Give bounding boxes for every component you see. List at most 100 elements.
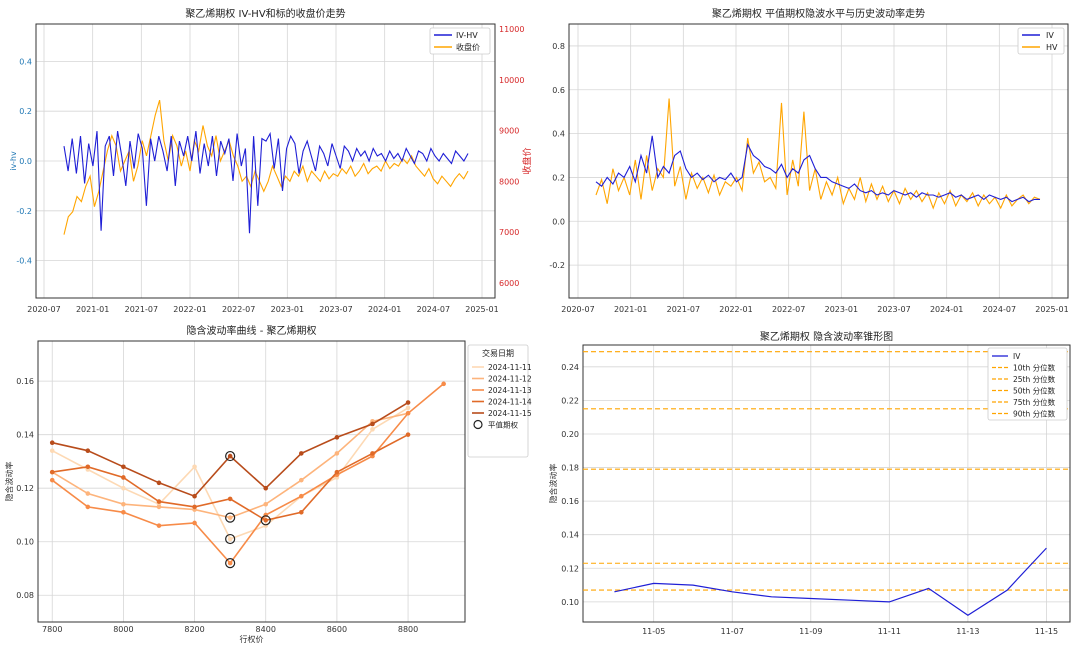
x-tick-label: 8400 (256, 625, 276, 634)
y-tick-label: 0.16 (16, 377, 34, 386)
x-tick-label: 11-13 (956, 627, 979, 636)
x-tick-label: 2024-01 (930, 305, 963, 314)
series-line-hv (595, 98, 1041, 210)
legend-label: IV-HV (456, 31, 478, 40)
legend-label: 平值期权 (488, 420, 518, 430)
x-tick-label: 11-07 (721, 627, 744, 636)
plot-frame (37, 340, 466, 623)
x-tick-label: 11-05 (642, 627, 665, 636)
legend-label: 2024-11-12 (488, 375, 532, 384)
x-tick-label: 11-09 (799, 627, 822, 636)
plot-frame (582, 344, 1071, 623)
x-tick-label: 2022-01 (719, 305, 752, 314)
smile-point (370, 427, 375, 432)
smile-point (49, 477, 55, 483)
smile-point (192, 504, 197, 510)
x-tick-label: 8000 (113, 625, 133, 634)
series-line-iv (614, 547, 1047, 617)
series-line-iv (595, 135, 1040, 203)
legend-label: IV (1046, 31, 1054, 40)
legend-label: 2024-11-15 (488, 409, 532, 418)
smile-point (85, 464, 91, 470)
y-tick-label: 0.2 (552, 173, 565, 182)
y-tick-label: -0.2 (549, 261, 565, 270)
smile-point (121, 501, 126, 507)
smile-point (334, 469, 340, 475)
x-tick-label: 2020-07 (27, 305, 60, 314)
series-line-close-price (63, 99, 469, 235)
x-tick-label: 2023-01 (271, 305, 304, 314)
smile-line-2024-11-14 (52, 433, 409, 522)
plot-frame (568, 23, 1069, 299)
smile-point (370, 421, 375, 427)
legend-label: 收盘价 (456, 42, 480, 52)
y-tick-label: 0.10 (561, 598, 579, 607)
x-tick-label: 2022-01 (173, 305, 206, 314)
atm-marker (225, 558, 236, 569)
smile-point (263, 501, 269, 507)
x-tick-label: 2025-01 (465, 305, 498, 314)
y-tick-label: 0.4 (19, 57, 32, 66)
smile-line-2024-11-13 (51, 383, 445, 565)
x-tick-label: 2020-07 (561, 305, 594, 314)
smile-point (227, 453, 233, 459)
legend-label: 75th 分位数 (1013, 397, 1056, 407)
x-tick-label: 11-11 (878, 627, 901, 636)
smile-point (299, 451, 304, 456)
y-tick-label: -0.2 (16, 207, 32, 216)
x-tick-label: 7800 (42, 625, 62, 634)
smile-point (156, 523, 162, 528)
smile-point (227, 536, 233, 542)
legend-label: HV (1046, 43, 1058, 52)
legend-label: 2024-11-14 (488, 398, 532, 407)
y-tick-label: 0.20 (561, 430, 579, 439)
smile-point (121, 509, 126, 515)
y-tick-label: 0.10 (16, 538, 34, 547)
y2-axis-label: 收盘价 (521, 147, 533, 174)
atm-marker (225, 533, 236, 545)
y-tick-label: 0.16 (561, 497, 579, 506)
plot-frame (35, 23, 496, 299)
smile-point (156, 504, 162, 510)
x-tick-label: 2024-07 (417, 305, 450, 314)
x-tick-label: 2023-07 (319, 305, 352, 314)
atm-marker (225, 450, 236, 462)
smile-point (85, 448, 91, 454)
x-tick-label: 2025-01 (1035, 305, 1068, 314)
y-tick-label: -0.4 (16, 257, 32, 266)
smile-line-2024-11-15 (52, 401, 409, 498)
legend-label: 10th 分位数 (1013, 363, 1056, 373)
smile-point (405, 432, 411, 437)
y-axis-label: 隐含波动率 (548, 464, 558, 504)
smile-point (49, 448, 55, 454)
smile-point (263, 518, 269, 523)
smile-point (85, 491, 91, 496)
smile-point (156, 499, 162, 504)
legend-title: 交易日期 (482, 348, 514, 358)
smile-point (121, 485, 126, 491)
x-tick-label: 2021-01 (614, 305, 647, 314)
series-line-iv-hv (63, 131, 469, 234)
smile-point (192, 464, 197, 470)
smile-point (405, 410, 411, 416)
y2-tick-label: 6000 (499, 279, 519, 288)
legend-label: IV (1013, 352, 1021, 361)
y-tick-label: 0.2 (19, 107, 32, 116)
chart-title: 聚乙烯期权 隐含波动率锥形图 (760, 330, 893, 343)
x-tick-label: 2021-07 (125, 305, 158, 314)
x-tick-label: 2023-07 (877, 305, 910, 314)
y-tick-label: 0.12 (561, 564, 579, 573)
y-axis-label: iv-hv (9, 151, 18, 171)
smile-point (227, 496, 233, 502)
legend-label: 2024-11-13 (488, 386, 532, 395)
atm-marker (260, 515, 271, 526)
y2-tick-label: 11000 (499, 25, 524, 34)
y2-tick-label: 7000 (499, 228, 519, 237)
smile-point (405, 400, 411, 405)
x-tick-label: 8200 (184, 625, 204, 634)
smile-point (49, 440, 55, 445)
x-tick-label: 2022-07 (772, 305, 805, 314)
y-tick-label: 0.0 (552, 217, 565, 226)
x-axis-label: 行权价 (240, 634, 264, 644)
